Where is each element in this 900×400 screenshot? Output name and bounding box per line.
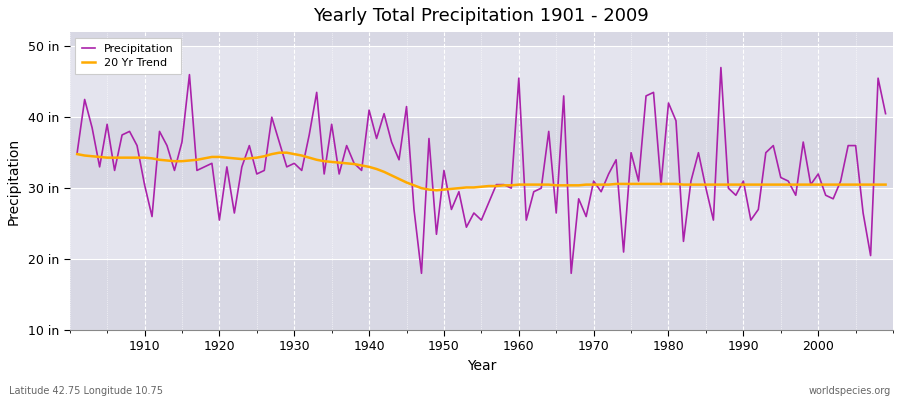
Precipitation — [416, 271, 427, 276]
Precipitation — [341, 143, 352, 148]
Y-axis label: Precipitation: Precipitation — [7, 138, 21, 225]
20 Yr Trend — [528, 182, 539, 187]
Text: Latitude 42.75 Longitude 10.75: Latitude 42.75 Longitude 10.75 — [9, 386, 163, 396]
20 Yr Trend — [131, 155, 142, 160]
Precipitation — [880, 111, 891, 116]
Precipitation — [513, 76, 524, 80]
20 Yr Trend — [431, 188, 442, 193]
Precipitation — [611, 157, 622, 162]
Legend: Precipitation, 20 Yr Trend: Precipitation, 20 Yr Trend — [76, 38, 181, 74]
Bar — [69, 117, 893, 188]
20 Yr Trend — [618, 182, 629, 186]
20 Yr Trend — [521, 182, 532, 187]
Text: worldspecies.org: worldspecies.org — [809, 386, 891, 396]
20 Yr Trend — [274, 150, 284, 155]
X-axis label: Year: Year — [467, 359, 496, 373]
20 Yr Trend — [880, 182, 891, 187]
Precipitation — [521, 218, 532, 222]
Bar — [69, 188, 893, 259]
Precipitation — [296, 168, 307, 173]
20 Yr Trend — [304, 155, 315, 160]
Title: Yearly Total Precipitation 1901 - 2009: Yearly Total Precipitation 1901 - 2009 — [313, 7, 649, 25]
Line: Precipitation: Precipitation — [77, 68, 886, 273]
Bar — [69, 259, 893, 330]
Precipitation — [131, 143, 142, 148]
Bar — [69, 32, 893, 46]
Precipitation — [716, 65, 726, 70]
20 Yr Trend — [348, 162, 359, 166]
Bar — [69, 46, 893, 117]
Precipitation — [72, 150, 83, 155]
20 Yr Trend — [72, 152, 83, 156]
Line: 20 Yr Trend: 20 Yr Trend — [77, 153, 886, 190]
